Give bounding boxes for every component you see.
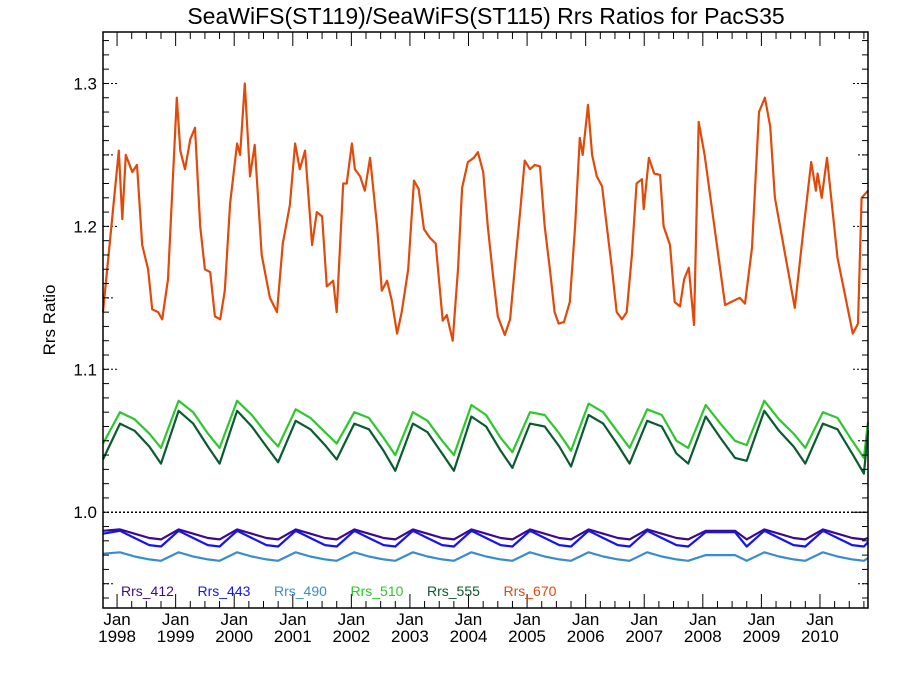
x-tick-month-label: Jan bbox=[103, 610, 130, 629]
legend-entry-rrs-412: Rrs_412 bbox=[121, 583, 174, 599]
x-tick-year-label: 2005 bbox=[508, 627, 546, 646]
series-group bbox=[101, 82, 870, 562]
x-tick-month-label: Jan bbox=[806, 610, 833, 629]
plot-frame bbox=[102, 31, 869, 609]
y-tick-label: 1.3 bbox=[73, 74, 97, 93]
chart-title: SeaWiFS(ST119)/SeaWiFS(ST115) Rrs Ratios… bbox=[187, 3, 784, 29]
x-tick-month-label: Jan bbox=[748, 610, 775, 629]
series-line-rrs-670 bbox=[101, 82, 869, 342]
x-tick-month-label: Jan bbox=[162, 610, 189, 629]
x-tick-month-label: Jan bbox=[689, 610, 716, 629]
x-tick-year-label: 2003 bbox=[391, 627, 429, 646]
legend-entry-rrs-555: Rrs_555 bbox=[427, 583, 480, 599]
x-tick-year-label: 2010 bbox=[801, 627, 839, 646]
y-axis-label: Rrs Ratio bbox=[40, 285, 59, 356]
series-line-rrs-412 bbox=[102, 528, 869, 541]
series-line-rrs-443 bbox=[102, 529, 869, 548]
legend-entry-rrs-670: Rrs_670 bbox=[504, 583, 557, 599]
y-tick-label: 1.1 bbox=[73, 360, 97, 379]
x-tick-month-label: Jan bbox=[631, 610, 658, 629]
x-tick-year-label: 2002 bbox=[332, 627, 370, 646]
legend-entry-rrs-510: Rrs_510 bbox=[351, 583, 404, 599]
x-tick-month-label: Jan bbox=[396, 610, 423, 629]
x-tick-month-label: Jan bbox=[279, 610, 306, 629]
legend: Rrs_412 Rrs_443 Rrs_490 Rrs_510 Rrs_555 Rrs_6… bbox=[121, 583, 557, 599]
x-tick-year-label: 2007 bbox=[625, 627, 663, 646]
x-tick-year-label: 2004 bbox=[450, 627, 488, 646]
x-tick-month-label: Jan bbox=[338, 610, 365, 629]
x-tick-month-label: Jan bbox=[455, 610, 482, 629]
y-tick-label: 1.0 bbox=[73, 503, 97, 522]
x-tick-month-label: Jan bbox=[513, 610, 540, 629]
y-tick-label: 1.2 bbox=[73, 217, 97, 236]
x-tick-month-label: Jan bbox=[220, 610, 247, 629]
legend-entry-rrs-490: Rrs_490 bbox=[274, 583, 327, 599]
x-tick-month-label: Jan bbox=[572, 610, 599, 629]
x-tick-year-label: 2000 bbox=[215, 627, 253, 646]
series-line-rrs-510 bbox=[102, 399, 870, 459]
series-line-rrs-490 bbox=[102, 551, 869, 562]
x-tick-year-label: 2008 bbox=[684, 627, 722, 646]
x-tick-year-label: 1998 bbox=[98, 627, 136, 646]
grid-marks bbox=[103, 82, 868, 585]
series-line-rrs-555 bbox=[102, 409, 870, 475]
x-tick-year-label: 2001 bbox=[274, 627, 312, 646]
x-tick-year-label: 1999 bbox=[157, 627, 195, 646]
x-tick-year-label: 2006 bbox=[567, 627, 605, 646]
x-tick-year-label: 2009 bbox=[742, 627, 780, 646]
axes: 1.01.11.21.3Jan1998Jan1999Jan2000Jan2001… bbox=[73, 31, 869, 646]
legend-entry-rrs-443: Rrs_443 bbox=[198, 583, 251, 599]
